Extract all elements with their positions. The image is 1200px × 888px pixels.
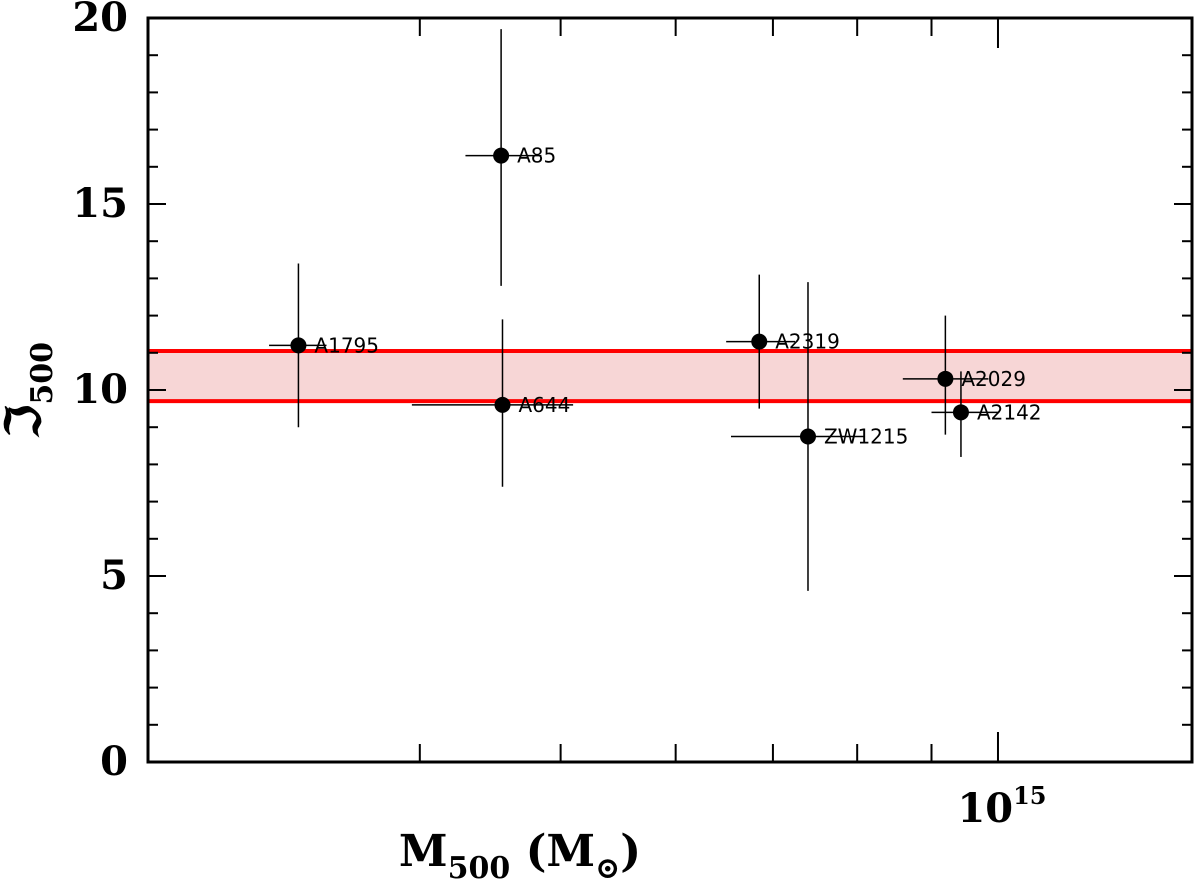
y-tick-label: 10 <box>72 366 128 413</box>
point-label: A2142 <box>977 400 1042 424</box>
band-fill <box>148 350 1192 402</box>
x-tick-label: 1015 <box>957 781 1046 832</box>
y-tick-label: 5 <box>100 552 128 599</box>
plot-frame <box>146 16 1194 764</box>
data-point <box>952 404 969 421</box>
data-point <box>937 370 954 387</box>
data-point <box>751 333 768 350</box>
y-tick-label: 20 <box>72 0 128 41</box>
point-label: A85 <box>517 144 556 168</box>
point-label: A2029 <box>961 367 1026 391</box>
data-point <box>493 147 510 164</box>
data-point <box>799 428 816 445</box>
point-label: A644 <box>518 393 570 417</box>
y-tick-label: 15 <box>72 180 128 227</box>
point-label: A1795 <box>314 333 379 357</box>
axis-ticks: 0 5 10 15 20 <box>72 0 1192 785</box>
x-axis-title: M500 (M⊙) <box>399 826 641 886</box>
y-tick-label: 0 <box>100 738 128 785</box>
data-point <box>494 396 511 413</box>
y-axis-title: ℑ500 <box>0 342 60 438</box>
point-label: ZW1215 <box>824 425 908 449</box>
data-point <box>290 337 307 354</box>
